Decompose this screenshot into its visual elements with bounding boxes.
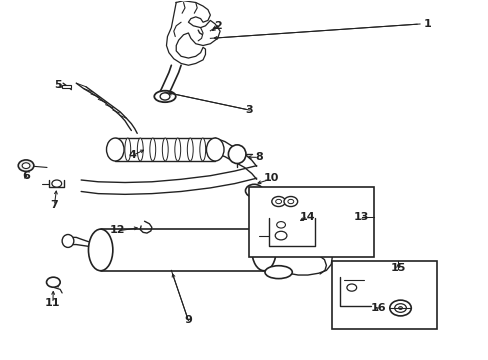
- Text: 1: 1: [423, 19, 430, 29]
- Ellipse shape: [206, 138, 224, 161]
- Circle shape: [394, 304, 406, 312]
- Bar: [331, 261, 436, 329]
- Circle shape: [275, 199, 281, 204]
- Ellipse shape: [154, 91, 175, 102]
- Text: 16: 16: [370, 303, 386, 314]
- Circle shape: [46, 277, 60, 287]
- Text: 9: 9: [184, 315, 192, 325]
- Circle shape: [346, 284, 356, 291]
- Circle shape: [276, 222, 285, 228]
- Ellipse shape: [175, 138, 180, 161]
- Text: 4: 4: [128, 150, 136, 160]
- Polygon shape: [166, 1, 220, 65]
- Text: 15: 15: [389, 263, 405, 273]
- Ellipse shape: [187, 138, 193, 161]
- Text: 14: 14: [300, 212, 315, 221]
- Text: 11: 11: [45, 298, 61, 308]
- Text: 5: 5: [54, 80, 62, 90]
- Circle shape: [275, 231, 286, 240]
- Text: 2: 2: [213, 21, 221, 31]
- Ellipse shape: [264, 266, 292, 279]
- Circle shape: [52, 180, 61, 187]
- Circle shape: [271, 197, 285, 207]
- Circle shape: [245, 184, 263, 197]
- Circle shape: [287, 199, 293, 204]
- Ellipse shape: [106, 138, 124, 161]
- Circle shape: [18, 160, 34, 171]
- Ellipse shape: [200, 138, 205, 161]
- Text: 8: 8: [255, 152, 263, 162]
- Text: 7: 7: [50, 200, 58, 210]
- Text: 3: 3: [245, 105, 253, 115]
- Ellipse shape: [88, 229, 113, 271]
- Text: 6: 6: [22, 171, 30, 181]
- Circle shape: [22, 163, 30, 168]
- Bar: [61, 85, 71, 88]
- Ellipse shape: [251, 229, 276, 271]
- Ellipse shape: [228, 145, 245, 163]
- Text: 13: 13: [353, 212, 368, 221]
- Ellipse shape: [124, 138, 130, 161]
- Circle shape: [160, 93, 169, 100]
- Circle shape: [284, 197, 297, 207]
- Circle shape: [249, 187, 259, 194]
- Text: 10: 10: [263, 173, 279, 183]
- Ellipse shape: [149, 138, 155, 161]
- Ellipse shape: [137, 138, 143, 161]
- Circle shape: [398, 307, 402, 310]
- Ellipse shape: [62, 234, 74, 247]
- Ellipse shape: [162, 138, 168, 161]
- Bar: [249, 187, 373, 257]
- Circle shape: [389, 300, 410, 316]
- Text: 12: 12: [110, 225, 125, 235]
